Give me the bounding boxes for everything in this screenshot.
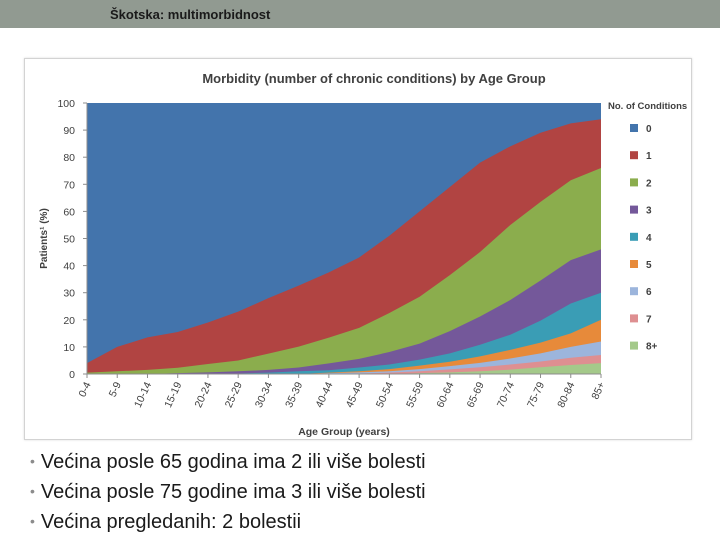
area-series-5 [87, 319, 601, 374]
legend-label: 5 [646, 260, 652, 271]
legend-swatch-5 [630, 260, 638, 268]
x-tick-label: 65-69 [465, 380, 487, 410]
x-tick-label: 25-29 [223, 380, 245, 410]
y-tick-label: 20 [63, 315, 75, 327]
bullet-text: Većina posle 75 godine ima 3 ili više bo… [40, 481, 426, 503]
area-series-4 [87, 292, 601, 374]
legend-label: 2 [646, 178, 652, 189]
legend-label: 0 [646, 124, 652, 135]
y-tick-label: 40 [63, 261, 75, 273]
x-tick-label: 15-19 [162, 380, 184, 410]
legend-label: 4 [646, 233, 652, 244]
legend-label: 7 [646, 314, 652, 325]
area-series-7 [87, 355, 601, 374]
y-tick-label: 90 [63, 125, 75, 137]
x-tick-label: 80-84 [555, 380, 577, 410]
x-tick-label: 45-49 [344, 380, 366, 410]
y-tick-label: 50 [63, 234, 75, 246]
legend-swatch-3 [630, 205, 638, 214]
x-tick-label: 55-59 [404, 380, 426, 410]
legend-swatch-6 [630, 287, 638, 296]
bullet-dot-icon: • [30, 483, 35, 499]
y-tick-label: 0 [69, 369, 75, 381]
y-tick-label: 100 [57, 98, 75, 110]
area-series-6 [87, 341, 601, 374]
legend-title: No. of Conditions [608, 101, 687, 112]
x-tick-label: 40-44 [313, 380, 335, 410]
y-tick-label: 70 [63, 179, 75, 191]
chart-frame: Morbidity (number of chronic conditions)… [24, 58, 692, 440]
y-tick-label: 30 [63, 288, 75, 300]
legend-label: 1 [646, 151, 652, 162]
bullet-list: • Većina posle 65 godina ima 2 ili više b… [30, 446, 426, 536]
x-tick-label: 10-14 [132, 380, 154, 410]
x-tick-label: 50-54 [374, 380, 396, 410]
x-axis-label: Age Group (years) [298, 426, 390, 438]
x-tick-label: 30-34 [253, 380, 275, 410]
legend-swatch-2 [630, 178, 638, 187]
bullet-item: • Većina posle 75 godine ima 3 ili više b… [30, 476, 426, 506]
morbidity-chart: Morbidity (number of chronic conditions)… [39, 71, 687, 438]
legend-swatch-7 [630, 314, 638, 323]
y-tick-label: 60 [63, 206, 75, 218]
x-tick-label: 0-4 [76, 380, 93, 399]
bullet-dot-icon: • [30, 513, 35, 529]
legend-label: 3 [646, 206, 652, 217]
x-tick-label: 85+ [589, 380, 607, 401]
chart-title: Morbidity (number of chronic conditions)… [202, 71, 545, 86]
bullet-text: Većina posle 65 godina ima 2 ili više bo… [40, 451, 426, 473]
x-tick-label: 35-39 [283, 380, 305, 410]
x-tick-label: 70-74 [495, 380, 517, 410]
legend-label: 8+ [646, 342, 658, 353]
bullet-text: Većina pregledanih: 2 bolestii [40, 511, 302, 533]
slide-header-bar: Škotska: multimorbidnost [0, 0, 720, 28]
legend-swatch-0 [630, 124, 638, 132]
area-series-8plus [87, 363, 601, 374]
bullet-dot-icon: • [30, 453, 35, 469]
legend-swatch-1 [630, 151, 638, 160]
y-axis-label: Patients¹ (%) [39, 208, 50, 269]
bullet-item: • Većina pregledanih: 2 bolestii [30, 506, 426, 536]
x-tick-label: 20-24 [192, 380, 214, 410]
x-tick-label: 5-9 [107, 380, 124, 399]
y-tick-label: 10 [63, 342, 75, 354]
x-tick-label: 60-64 [434, 380, 456, 410]
y-tick-label: 80 [63, 152, 75, 164]
bullet-item: • Većina posle 65 godina ima 2 ili više b… [30, 446, 426, 476]
x-tick-label: 75-79 [525, 380, 547, 410]
legend-swatch-4 [630, 232, 638, 241]
legend-swatch-8plus [630, 341, 638, 350]
legend-label: 6 [646, 287, 652, 298]
area-series-3 [87, 249, 601, 374]
slide-title: Škotska: multimorbidnost [110, 7, 271, 22]
